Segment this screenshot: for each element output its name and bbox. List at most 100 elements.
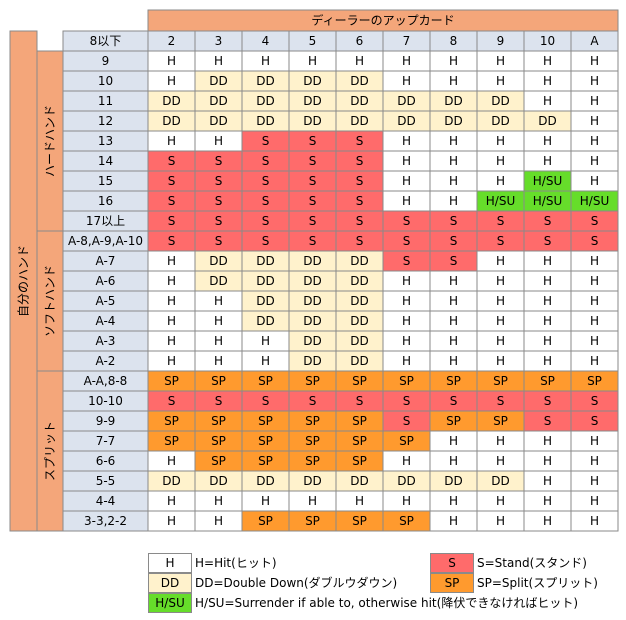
- action-label: H: [449, 454, 458, 468]
- hand-label: 4-4: [96, 494, 116, 508]
- action-label: H: [590, 274, 599, 288]
- action-label: SP: [211, 414, 226, 428]
- hand-label: 5-5: [96, 474, 116, 488]
- action-label: H: [402, 174, 411, 188]
- action-label: SP: [305, 374, 320, 388]
- action-label: H: [496, 434, 505, 448]
- action-label: H: [496, 454, 505, 468]
- action-label: SP: [399, 374, 414, 388]
- action-label: H: [543, 294, 552, 308]
- group-cell: [36, 50, 64, 232]
- action-label: DD: [162, 474, 180, 488]
- action-label: S: [591, 234, 599, 248]
- action-label: SP: [164, 434, 179, 448]
- action-label: SP: [493, 414, 508, 428]
- action-label: H: [402, 74, 411, 88]
- action-label: H/SU: [533, 194, 562, 208]
- action-label: DD: [303, 254, 321, 268]
- hand-label: A-2: [96, 354, 116, 368]
- action-label: SP: [352, 414, 367, 428]
- action-label: SP: [164, 374, 179, 388]
- hand-label: 3-3,2-2: [84, 514, 127, 528]
- action-label: H: [449, 294, 458, 308]
- action-label: S: [309, 174, 317, 188]
- action-label: H: [449, 194, 458, 208]
- dealer-card-label: 4: [262, 34, 270, 48]
- action-label: H: [402, 194, 411, 208]
- action-label: S: [262, 194, 270, 208]
- action-label: DD: [303, 354, 321, 368]
- action-label: DD: [162, 114, 180, 128]
- action-label: S: [309, 154, 317, 168]
- action-label: H: [496, 314, 505, 328]
- action-label: DD: [303, 74, 321, 88]
- action-label: H: [167, 314, 176, 328]
- action-label: H: [449, 434, 458, 448]
- action-label: S: [215, 214, 223, 228]
- dealer-card-label: 8: [450, 34, 458, 48]
- hand-label: 9: [102, 54, 110, 68]
- action-label: SP: [305, 514, 320, 528]
- dealer-card-label: 3: [215, 34, 223, 48]
- action-label: DD: [350, 314, 368, 328]
- action-label: H: [402, 274, 411, 288]
- action-label: H: [214, 134, 223, 148]
- action-label: H: [590, 334, 599, 348]
- action-label: H: [543, 514, 552, 528]
- action-label: H: [308, 54, 317, 68]
- action-label: H: [496, 134, 505, 148]
- action-label: H: [402, 334, 411, 348]
- action-label: H: [543, 254, 552, 268]
- action-label: SP: [399, 514, 414, 528]
- group-label: ハードハンド: [43, 105, 57, 177]
- action-label: DD: [538, 114, 556, 128]
- dealer-card-label: A: [590, 34, 599, 48]
- action-label: S: [403, 214, 411, 228]
- action-label: H: [590, 454, 599, 468]
- action-label: H: [496, 334, 505, 348]
- action-label: H: [402, 294, 411, 308]
- action-label: H: [402, 154, 411, 168]
- action-label: DD: [303, 114, 321, 128]
- action-label: DD: [350, 94, 368, 108]
- action-label: H: [496, 254, 505, 268]
- action-label: DD: [350, 274, 368, 288]
- action-label: DD: [256, 94, 274, 108]
- hand-label: A-4: [96, 314, 116, 328]
- action-label: H: [308, 494, 317, 508]
- action-label: DD: [444, 474, 462, 488]
- action-label: H: [355, 494, 364, 508]
- action-label: H: [167, 354, 176, 368]
- action-label: S: [168, 174, 176, 188]
- action-label: H: [590, 134, 599, 148]
- action-label: H: [543, 314, 552, 328]
- action-label: H: [543, 474, 552, 488]
- action-label: S: [215, 234, 223, 248]
- hand-label: 13: [98, 134, 113, 148]
- action-label: H: [167, 294, 176, 308]
- action-label: H: [590, 514, 599, 528]
- action-label: S: [591, 414, 599, 428]
- action-label: H: [214, 494, 223, 508]
- action-label: S: [497, 214, 505, 228]
- action-label: H: [449, 274, 458, 288]
- action-label: DD: [350, 114, 368, 128]
- action-label: S: [262, 154, 270, 168]
- dealer-card-label: 6: [356, 34, 364, 48]
- hand-label: A-5: [96, 294, 116, 308]
- group-cell: [36, 230, 64, 372]
- action-label: H: [543, 154, 552, 168]
- action-label: H: [261, 494, 270, 508]
- corner-label: 8以下: [90, 34, 122, 48]
- dealer-card-label: 10: [540, 34, 555, 48]
- action-label: SP: [305, 454, 320, 468]
- action-label: S: [309, 214, 317, 228]
- action-label: S: [168, 154, 176, 168]
- action-label: H: [496, 54, 505, 68]
- action-label: H: [590, 354, 599, 368]
- dealer-card-label: 9: [497, 34, 505, 48]
- action-label: S: [356, 154, 364, 168]
- action-label: DD: [303, 474, 321, 488]
- action-label: SP: [305, 414, 320, 428]
- action-label: S: [591, 214, 599, 228]
